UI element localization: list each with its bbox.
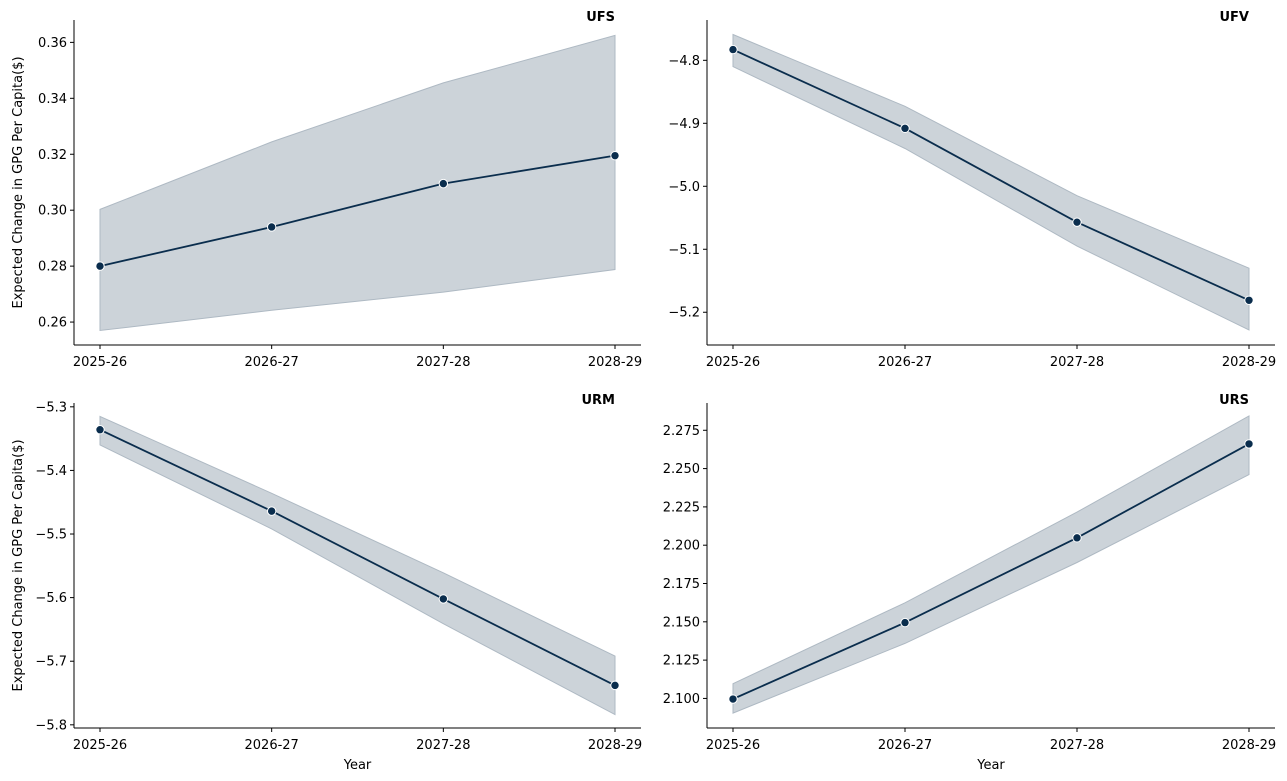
y-tick-label: 2.275 <box>663 424 700 439</box>
data-point <box>610 680 620 691</box>
panel-title: URM <box>581 393 615 408</box>
data-point <box>438 178 449 189</box>
y-tick-label: 2.175 <box>663 577 700 592</box>
x-tick-label: 2025-26 <box>706 738 760 753</box>
panel-1: −4.8 −4.9 −5.0 −5.1 −5.2 2025-26 2026-27 2027-2… <box>668 10 1276 370</box>
y-tick-label: 2.225 <box>663 500 700 515</box>
data-point <box>1072 533 1082 543</box>
x-tick-label: 2026-27 <box>878 738 932 753</box>
y-tick-label: −5.1 <box>668 243 700 258</box>
panel-3: 2.100 2.125 2.150 2.175 2.200 2.225 2.250 2.275… <box>663 393 1276 773</box>
data-point <box>438 594 449 604</box>
y-axis-title: Expected Change in GPG Per Capita($) <box>11 56 26 308</box>
x-tick-label: 2025-26 <box>73 355 127 370</box>
x-tick-label: 2028-29 <box>588 355 642 370</box>
y-tick-label: −5.7 <box>35 655 67 670</box>
data-point <box>728 694 738 704</box>
x-axis-title: Year <box>976 758 1005 773</box>
y-tick-label: −5.4 <box>35 464 67 479</box>
data-point <box>728 44 738 55</box>
x-tick-label: 2026-27 <box>245 738 299 753</box>
series-line <box>99 428 616 687</box>
y-tick-label: 2.250 <box>663 462 700 477</box>
series-line <box>99 154 616 267</box>
x-tick-label: 2025-26 <box>73 738 127 753</box>
x-tick-label: 2027-28 <box>416 355 470 370</box>
panel-0: 0.26 0.28 0.30 0.32 0.34 0.36 2025-26 2026-27 20… <box>11 10 642 370</box>
data-point <box>266 222 277 232</box>
x-axis-title: Year <box>343 758 372 773</box>
panel-title: UFV <box>1220 10 1250 25</box>
x-tick-label: 2027-28 <box>1050 355 1104 370</box>
y-tick-label: −5.3 <box>35 400 67 415</box>
data-point <box>95 425 105 435</box>
y-tick-label: 0.34 <box>38 92 67 107</box>
data-point <box>95 261 105 271</box>
y-tick-label: 2.100 <box>663 692 700 707</box>
y-tick-label: 2.200 <box>663 539 700 554</box>
x-tick-label: 2028-29 <box>588 738 642 753</box>
x-tick-label: 2028-29 <box>1222 355 1276 370</box>
confidence-band <box>99 415 616 716</box>
y-tick-label: 2.150 <box>663 615 700 630</box>
data-point <box>900 617 910 628</box>
y-axis-title: Expected Change in GPG Per Capita($) <box>11 439 26 691</box>
data-point <box>610 150 620 161</box>
x-tick-label: 2026-27 <box>878 355 932 370</box>
y-tick-label: −4.9 <box>668 117 700 132</box>
x-tick-label: 2026-27 <box>245 355 299 370</box>
series-line <box>732 48 1250 302</box>
y-tick-label: −5.0 <box>668 180 700 195</box>
data-point <box>1244 439 1254 449</box>
y-tick-label: 0.28 <box>38 260 67 275</box>
panel-title: UFS <box>586 10 615 25</box>
data-point <box>266 506 277 516</box>
y-tick-label: 2.125 <box>663 654 700 669</box>
data-point <box>1244 295 1254 305</box>
y-tick-label: 0.30 <box>38 204 67 219</box>
x-tick-label: 2025-26 <box>706 355 760 370</box>
y-tick-label: 0.36 <box>38 36 67 51</box>
x-tick-label: 2028-29 <box>1222 738 1276 753</box>
panel-2: −5.3 −5.4 −5.5 −5.6 −5.7 −5.8 2025-26 2026-27 20… <box>11 393 642 773</box>
y-tick-label: 0.26 <box>38 316 67 331</box>
x-tick-label: 2027-28 <box>1050 738 1104 753</box>
panel-title: URS <box>1219 393 1249 408</box>
y-tick-label: −5.8 <box>35 718 67 733</box>
data-point <box>900 123 910 134</box>
y-tick-label: −5.2 <box>668 306 700 321</box>
confidence-band <box>732 33 1250 331</box>
series-line <box>732 443 1250 700</box>
y-tick-label: 0.32 <box>38 148 67 163</box>
y-tick-label: −5.6 <box>35 591 67 606</box>
confidence-band <box>732 415 1250 714</box>
y-tick-label: −4.8 <box>668 54 700 69</box>
y-tick-label: −5.5 <box>35 528 67 543</box>
data-point <box>1072 217 1082 227</box>
x-tick-label: 2027-28 <box>416 738 470 753</box>
confidence-band <box>99 34 616 332</box>
